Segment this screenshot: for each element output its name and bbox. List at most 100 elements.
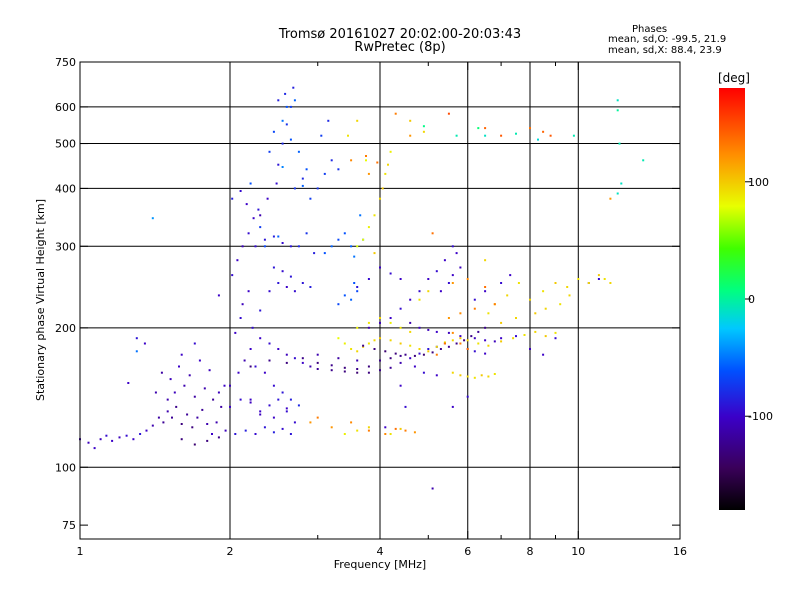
data-point xyxy=(367,426,370,429)
data-point xyxy=(616,109,619,112)
data-point xyxy=(500,282,503,284)
data-point xyxy=(320,134,323,137)
data-point xyxy=(373,252,376,255)
data-point xyxy=(356,245,359,248)
phase-stats-o-mode: mean, sd,O: -99.5, 21.9 xyxy=(608,34,727,45)
chart-title: Tromsø 20161027 20:02:00-20:03:43 xyxy=(278,27,522,42)
data-point xyxy=(285,105,288,108)
data-point xyxy=(618,142,621,145)
data-point xyxy=(451,405,454,408)
data-point xyxy=(206,423,209,425)
data-point xyxy=(477,342,480,345)
colorbar-tick-label: 0 xyxy=(748,293,755,306)
data-point xyxy=(367,321,370,324)
data-point xyxy=(241,303,244,306)
data-point xyxy=(87,441,90,444)
data-point xyxy=(330,369,333,372)
data-point xyxy=(350,298,353,301)
data-point xyxy=(399,384,402,387)
y-tick-label: 400 xyxy=(55,182,76,195)
data-point xyxy=(191,426,194,429)
data-point xyxy=(399,326,402,329)
data-point xyxy=(135,350,138,353)
colorbar-tick-label: -100 xyxy=(748,410,773,423)
data-point xyxy=(268,342,271,345)
data-point xyxy=(493,303,496,306)
data-point xyxy=(399,307,402,310)
data-point xyxy=(500,134,503,137)
data-point xyxy=(616,99,619,102)
data-point xyxy=(316,416,319,419)
data-point xyxy=(259,309,262,312)
data-point xyxy=(343,294,346,297)
data-point xyxy=(376,161,379,164)
data-point xyxy=(145,429,148,432)
data-point xyxy=(289,433,292,435)
data-point xyxy=(343,366,346,369)
data-point xyxy=(384,350,387,353)
y-axis-label: Stationary phase Virtual Height [km] xyxy=(34,199,47,401)
data-point xyxy=(603,278,606,280)
data-point xyxy=(313,252,316,255)
data-point xyxy=(263,371,266,374)
data-point xyxy=(384,426,387,429)
data-point xyxy=(466,348,469,350)
data-point xyxy=(244,429,247,432)
data-point xyxy=(231,197,234,200)
data-point xyxy=(365,155,367,157)
data-point xyxy=(534,312,537,315)
data-point xyxy=(275,182,278,185)
data-point xyxy=(337,303,340,306)
data-point xyxy=(554,337,557,340)
data-point xyxy=(404,429,407,432)
data-point xyxy=(597,274,600,277)
data-point xyxy=(379,369,381,372)
data-point xyxy=(466,395,469,398)
data-point xyxy=(572,134,575,137)
data-point xyxy=(252,217,255,220)
data-point xyxy=(229,405,231,408)
y-tick-label: 300 xyxy=(55,240,76,253)
data-point xyxy=(399,354,402,357)
data-point xyxy=(381,187,384,190)
data-point xyxy=(517,282,520,284)
data-point xyxy=(330,159,333,162)
data-point xyxy=(356,371,359,374)
data-point xyxy=(132,438,135,441)
data-point xyxy=(431,232,434,235)
data-point xyxy=(316,361,319,364)
data-point xyxy=(529,127,531,130)
data-point xyxy=(367,342,370,345)
data-point xyxy=(459,342,462,345)
data-point xyxy=(323,172,326,175)
data-point xyxy=(151,424,154,427)
data-point xyxy=(487,312,490,315)
data-point xyxy=(389,150,392,153)
data-point xyxy=(289,398,292,401)
data-point xyxy=(356,326,359,329)
data-point xyxy=(337,168,340,171)
data-point xyxy=(473,350,476,353)
data-point xyxy=(249,365,252,368)
data-point xyxy=(203,387,206,390)
data-point xyxy=(263,245,266,248)
data-point xyxy=(259,413,262,416)
y-tick-label: 200 xyxy=(55,322,76,335)
data-point xyxy=(362,344,365,347)
data-point xyxy=(443,342,446,345)
data-point xyxy=(356,290,359,293)
data-point xyxy=(254,433,257,435)
data-point xyxy=(254,245,257,248)
data-point xyxy=(281,270,284,273)
x-tick-label: 4 xyxy=(377,545,384,558)
data-point xyxy=(365,159,367,162)
data-point xyxy=(409,330,412,333)
data-point xyxy=(268,150,271,153)
data-point xyxy=(447,112,450,115)
data-point xyxy=(259,226,262,229)
data-point xyxy=(139,433,142,435)
data-point xyxy=(379,337,381,340)
data-point xyxy=(544,335,547,338)
data-point xyxy=(249,348,252,350)
